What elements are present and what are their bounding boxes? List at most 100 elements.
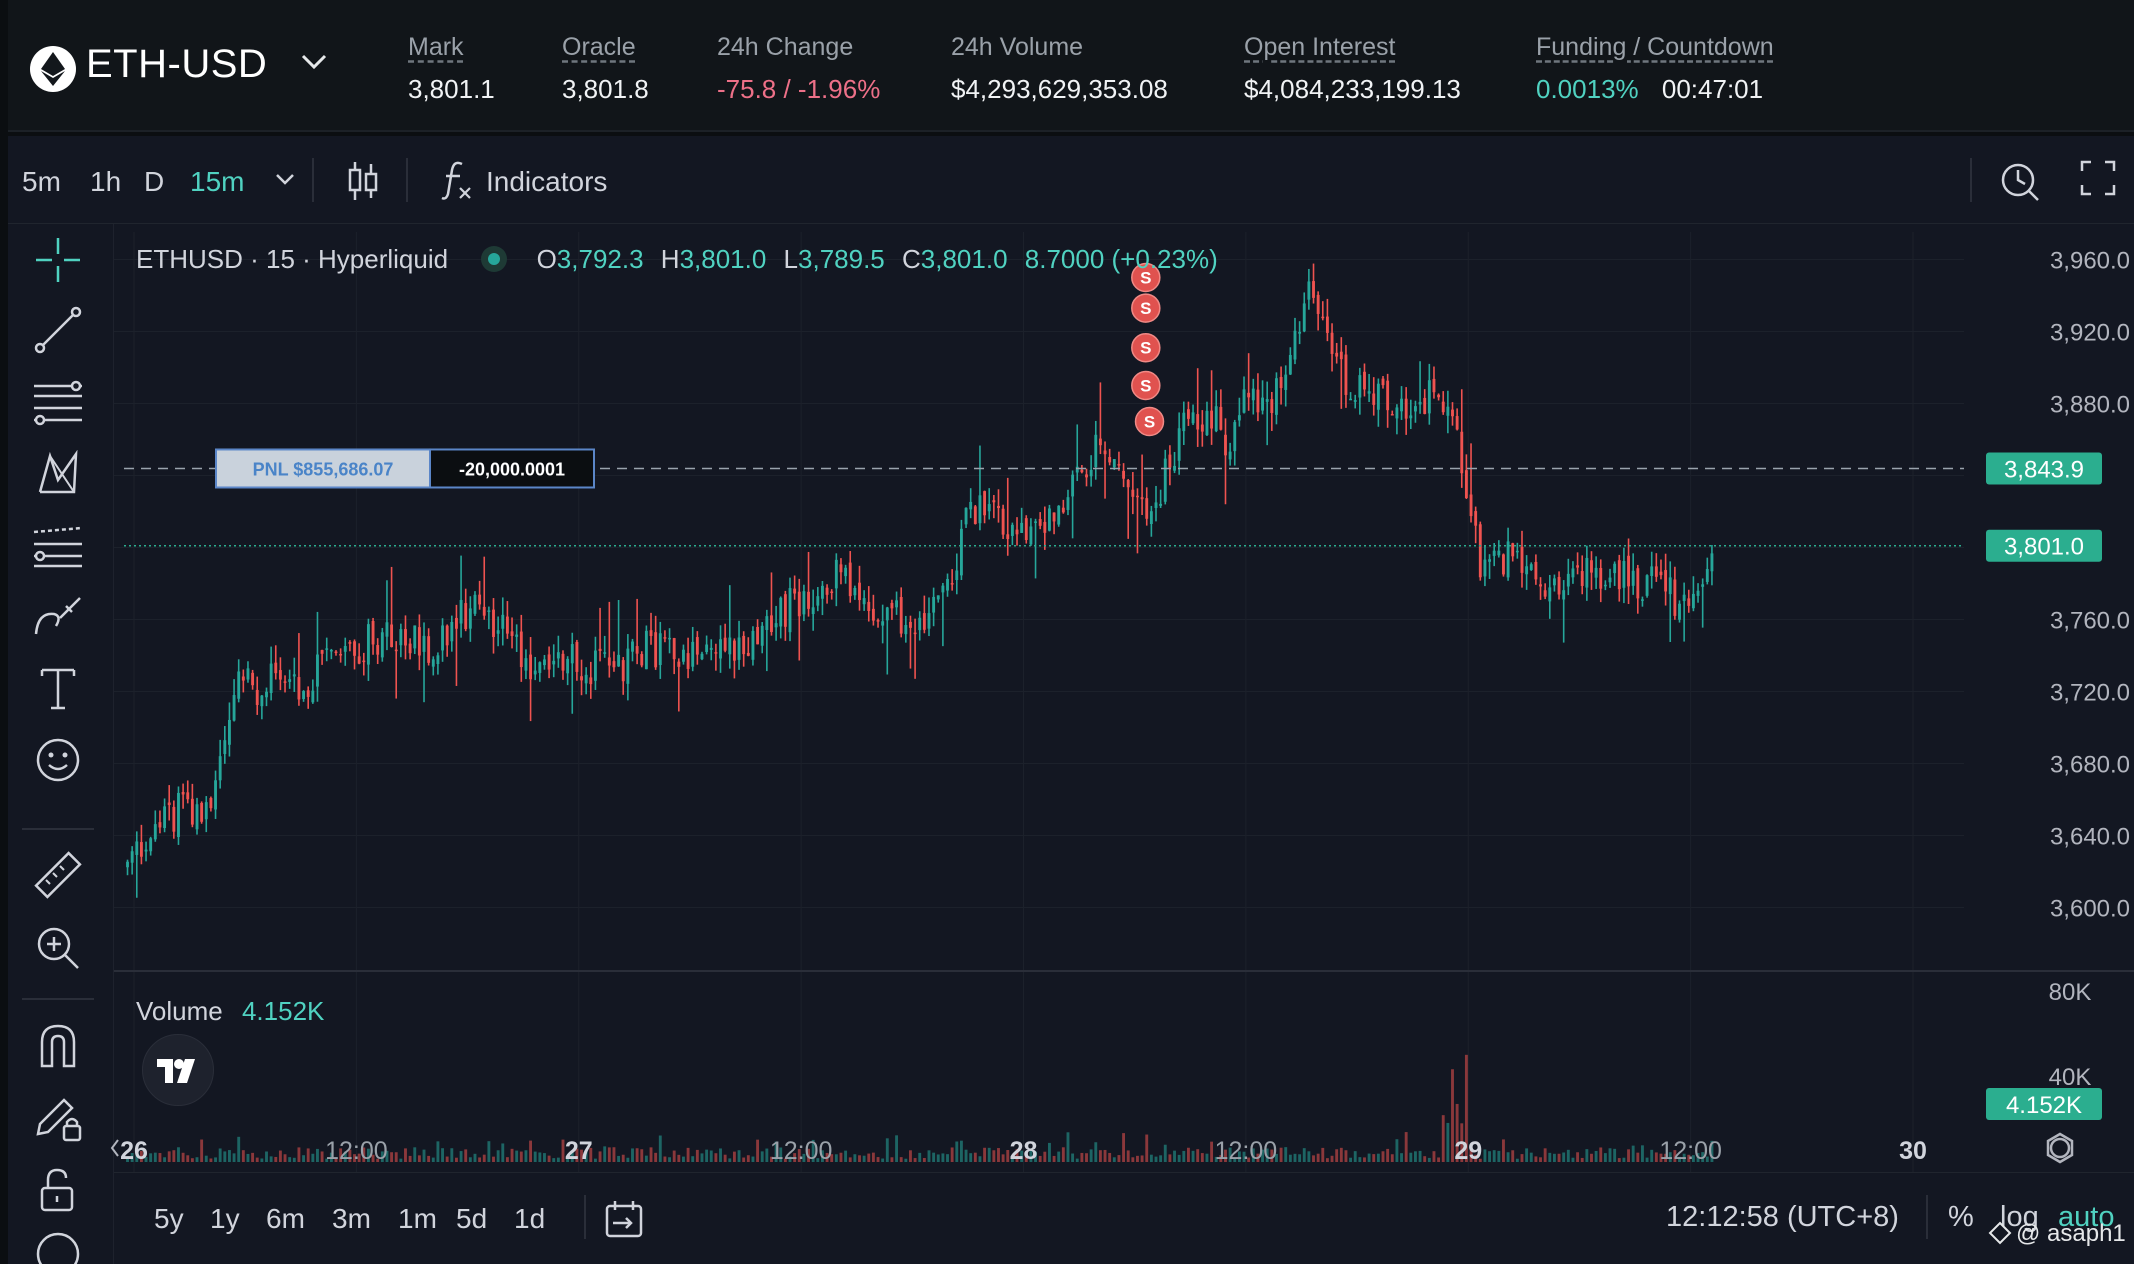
text-tool[interactable] bbox=[32, 662, 84, 714]
stat-label[interactable]: Mark bbox=[408, 33, 464, 61]
tradingview-logo[interactable] bbox=[142, 1034, 214, 1106]
candle-body bbox=[1103, 450, 1107, 455]
volume-bar bbox=[390, 1152, 394, 1162]
timezone-clock[interactable]: 12:12:58 (UTC+8) bbox=[1666, 1201, 1899, 1233]
range-1y[interactable]: 1y bbox=[210, 1203, 240, 1234]
auto-scale-toggle[interactable]: auto bbox=[2058, 1201, 2115, 1233]
candle-body bbox=[1539, 584, 1542, 587]
axis-settings-icon[interactable] bbox=[2046, 1132, 2074, 1164]
timeframe-d[interactable]: D bbox=[144, 166, 165, 197]
range-1m[interactable]: 1m bbox=[398, 1203, 437, 1234]
volume-bar bbox=[589, 1147, 593, 1162]
stat-value: $4,084,233,199.13 bbox=[1244, 74, 1461, 104]
candle-body bbox=[1701, 584, 1705, 587]
toolbar-divider bbox=[312, 158, 314, 202]
candle-body bbox=[1613, 563, 1617, 574]
crosshair-tool[interactable] bbox=[32, 234, 84, 286]
sell-trade-marker: S bbox=[1131, 293, 1161, 323]
candle-body bbox=[1372, 393, 1376, 405]
log-scale-toggle[interactable]: log bbox=[2000, 1201, 2039, 1233]
fib-retracement-tool[interactable] bbox=[32, 376, 84, 428]
timeframe-15m[interactable]: 15m bbox=[190, 166, 245, 197]
volume-bar bbox=[1701, 1152, 1705, 1162]
volume-bar bbox=[1330, 1155, 1334, 1162]
candle-body bbox=[524, 658, 528, 671]
stat-label[interactable]: Open Interest bbox=[1244, 33, 1396, 61]
range-5d[interactable]: 5d bbox=[456, 1203, 488, 1234]
candle-body bbox=[149, 838, 153, 852]
range-3m[interactable]: 3m bbox=[332, 1203, 371, 1234]
pattern-tool[interactable] bbox=[32, 448, 84, 500]
magnet-tool[interactable] bbox=[32, 1020, 84, 1072]
volume-bar bbox=[909, 1150, 912, 1162]
timeframe-chevron-down-icon[interactable] bbox=[274, 172, 296, 188]
volume-bar bbox=[251, 1152, 255, 1162]
volume-label[interactable]: Volume bbox=[136, 996, 223, 1026]
volume-bar bbox=[144, 1157, 148, 1162]
timeframe-5m[interactable]: 5m bbox=[22, 166, 61, 197]
trend-line-tool[interactable] bbox=[32, 304, 84, 356]
position-pnl-label[interactable]: PNL $855,686.07 -20,000.0001 bbox=[215, 448, 595, 489]
candle-body bbox=[668, 637, 671, 640]
candle-body bbox=[1511, 543, 1515, 557]
brush-tool[interactable] bbox=[32, 590, 84, 642]
function-fx-icon[interactable] bbox=[440, 158, 474, 202]
chevron-down-icon[interactable] bbox=[300, 52, 328, 72]
fullscreen-icon[interactable] bbox=[2080, 160, 2116, 196]
candle-body bbox=[1224, 434, 1227, 456]
stat-label[interactable]: Oracle bbox=[562, 33, 636, 61]
watermark-text: @ asaph1 bbox=[2016, 1220, 2126, 1247]
lock-drawing-tool[interactable] bbox=[32, 1092, 84, 1144]
volume-bar bbox=[1108, 1152, 1112, 1162]
candles-icon[interactable] bbox=[346, 160, 380, 202]
volume-bar bbox=[1061, 1147, 1065, 1162]
volume-bar bbox=[214, 1157, 217, 1162]
candle-body bbox=[1395, 407, 1399, 419]
lock-all-tool[interactable] bbox=[32, 1164, 84, 1216]
candle-body bbox=[682, 649, 685, 662]
candle-body bbox=[320, 650, 324, 654]
volume-bar bbox=[598, 1151, 602, 1162]
alert-clock-icon[interactable] bbox=[1998, 156, 2042, 202]
symbol-title[interactable]: ETHUSD · 15 · Hyperliquid bbox=[136, 244, 449, 274]
volume-bar bbox=[1562, 1152, 1566, 1162]
volume-bar bbox=[1483, 1149, 1487, 1162]
stat-label[interactable]: Funding / Countdown bbox=[1536, 33, 1774, 61]
volume-bar bbox=[871, 1152, 875, 1162]
range-6m[interactable]: 6m bbox=[266, 1203, 305, 1234]
range-5y[interactable]: 5y bbox=[154, 1203, 184, 1234]
zoom-tool[interactable] bbox=[32, 922, 84, 974]
candle-body bbox=[139, 842, 143, 857]
visibility-tool[interactable] bbox=[32, 1230, 84, 1264]
candle-body bbox=[1413, 406, 1417, 412]
candle-body bbox=[566, 658, 570, 674]
percent-scale-toggle[interactable]: % bbox=[1948, 1201, 1974, 1233]
candle-body bbox=[394, 649, 398, 652]
range-1d[interactable]: 1d bbox=[514, 1203, 546, 1234]
volume-bar bbox=[575, 1148, 579, 1162]
price-axis-label: 3,680.0 bbox=[2050, 752, 2130, 779]
volume-bar bbox=[946, 1154, 949, 1162]
time-axis-label: 12:00 bbox=[1215, 1137, 1278, 1165]
candle-body bbox=[241, 676, 245, 681]
candle-body bbox=[445, 625, 449, 646]
indicators-button[interactable]: Indicators bbox=[486, 166, 608, 197]
forecast-tool[interactable] bbox=[32, 520, 84, 572]
volume-bar bbox=[1710, 1140, 1714, 1162]
market-pair-selector[interactable]: ETH-USD bbox=[86, 42, 268, 86]
candle-body bbox=[1381, 378, 1385, 386]
go-to-date-icon[interactable] bbox=[604, 1199, 644, 1239]
volume-axis-label: 40K bbox=[2049, 1064, 2092, 1091]
volume-bar bbox=[348, 1149, 352, 1162]
timeframe-1h[interactable]: 1h bbox=[90, 166, 122, 197]
measure-tool[interactable] bbox=[32, 850, 84, 902]
candle-body bbox=[1191, 412, 1195, 424]
scroll-left-chevron-icon[interactable] bbox=[110, 1139, 119, 1157]
volume-bar bbox=[1358, 1157, 1362, 1162]
chart-panel: 5m 1h D 15m Indicators bbox=[8, 136, 2134, 1264]
high-value: 3,801.0 bbox=[679, 244, 767, 274]
emoji-tool[interactable] bbox=[32, 734, 84, 786]
candle-body bbox=[1085, 474, 1088, 478]
volume-bar bbox=[1191, 1150, 1195, 1162]
